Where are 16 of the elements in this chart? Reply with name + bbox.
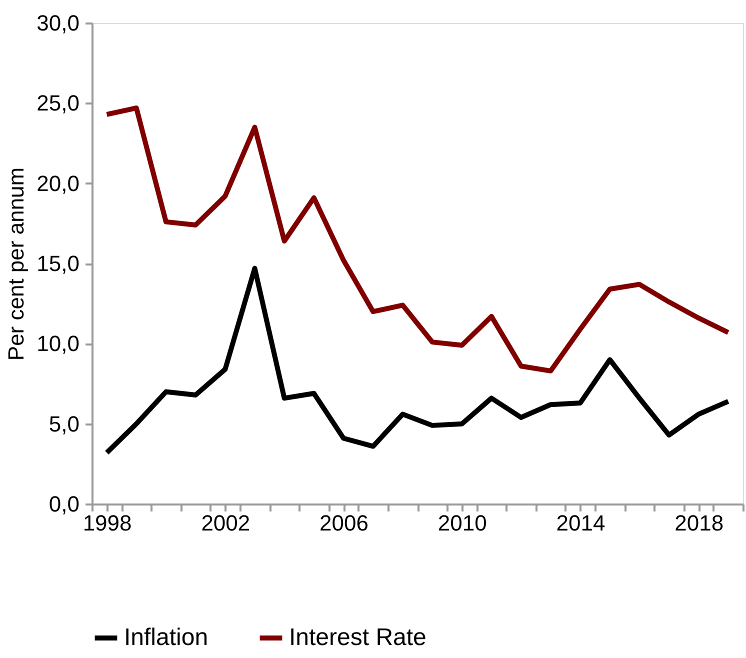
x-tick-label: 2010 xyxy=(438,510,487,536)
x-tick-label: 2014 xyxy=(556,510,606,536)
y-tick-label: 5,0 xyxy=(48,411,80,436)
y-tick-label: 30,0 xyxy=(36,10,80,36)
x-tick-label: 2002 xyxy=(201,510,250,536)
y-tick-label: 10,0 xyxy=(36,331,80,356)
x-tick-label: 2018 xyxy=(674,510,724,536)
legend-label: Interest Rate xyxy=(289,624,426,651)
y-tick-label: 0,0 xyxy=(48,492,80,516)
y-axis-title: Per cent per annum xyxy=(4,167,29,361)
y-tick-label: 20,0 xyxy=(36,170,80,196)
y-tick-label: 15,0 xyxy=(36,251,80,276)
x-tick-label: 2006 xyxy=(320,510,368,536)
x-tick-label: 1998 xyxy=(82,510,132,536)
y-tick-label: 25,0 xyxy=(36,90,80,116)
legend-label: Inflation xyxy=(124,624,208,651)
